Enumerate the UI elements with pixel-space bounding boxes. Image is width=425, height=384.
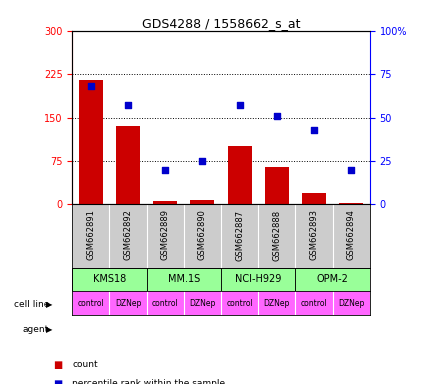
Text: GSM662887: GSM662887 <box>235 209 244 261</box>
Bar <box>227 146 252 204</box>
Text: DZNep: DZNep <box>189 298 215 308</box>
Bar <box>79 80 103 204</box>
Point <box>88 83 94 89</box>
Point <box>348 167 354 173</box>
Text: GSM662893: GSM662893 <box>309 209 318 260</box>
Point <box>311 127 317 133</box>
Text: DZNep: DZNep <box>338 298 364 308</box>
Bar <box>116 126 140 204</box>
Bar <box>295 268 370 291</box>
Text: ▶: ▶ <box>46 300 52 309</box>
Text: ■: ■ <box>53 360 62 370</box>
Text: control: control <box>226 298 253 308</box>
Text: ▶: ▶ <box>46 325 52 334</box>
Bar <box>72 268 147 291</box>
Text: ■: ■ <box>53 379 62 384</box>
Text: DZNep: DZNep <box>264 298 290 308</box>
Title: GDS4288 / 1558662_s_at: GDS4288 / 1558662_s_at <box>142 17 300 30</box>
Text: NCI-H929: NCI-H929 <box>235 274 281 285</box>
Point <box>125 102 131 108</box>
Text: MM.1S: MM.1S <box>168 274 200 285</box>
Text: OPM-2: OPM-2 <box>317 274 348 285</box>
Point <box>199 158 206 164</box>
Text: GSM662888: GSM662888 <box>272 209 281 261</box>
Text: agent: agent <box>23 325 49 334</box>
Point <box>162 167 169 173</box>
Point <box>236 102 243 108</box>
Text: GSM662891: GSM662891 <box>86 209 95 260</box>
Bar <box>221 268 295 291</box>
Bar <box>339 203 363 204</box>
Text: count: count <box>72 360 98 369</box>
Point <box>273 113 280 119</box>
Bar <box>190 200 215 204</box>
Text: GSM662889: GSM662889 <box>161 209 170 260</box>
Bar <box>147 268 221 291</box>
Bar <box>153 202 177 204</box>
Bar <box>265 167 289 204</box>
Text: GSM662892: GSM662892 <box>124 209 133 260</box>
Text: GSM662894: GSM662894 <box>347 209 356 260</box>
Text: KMS18: KMS18 <box>93 274 126 285</box>
Text: DZNep: DZNep <box>115 298 141 308</box>
Text: control: control <box>77 298 104 308</box>
Text: control: control <box>300 298 327 308</box>
Text: cell line: cell line <box>14 300 49 309</box>
Text: percentile rank within the sample: percentile rank within the sample <box>72 379 225 384</box>
Text: control: control <box>152 298 178 308</box>
Bar <box>302 193 326 204</box>
Text: GSM662890: GSM662890 <box>198 209 207 260</box>
